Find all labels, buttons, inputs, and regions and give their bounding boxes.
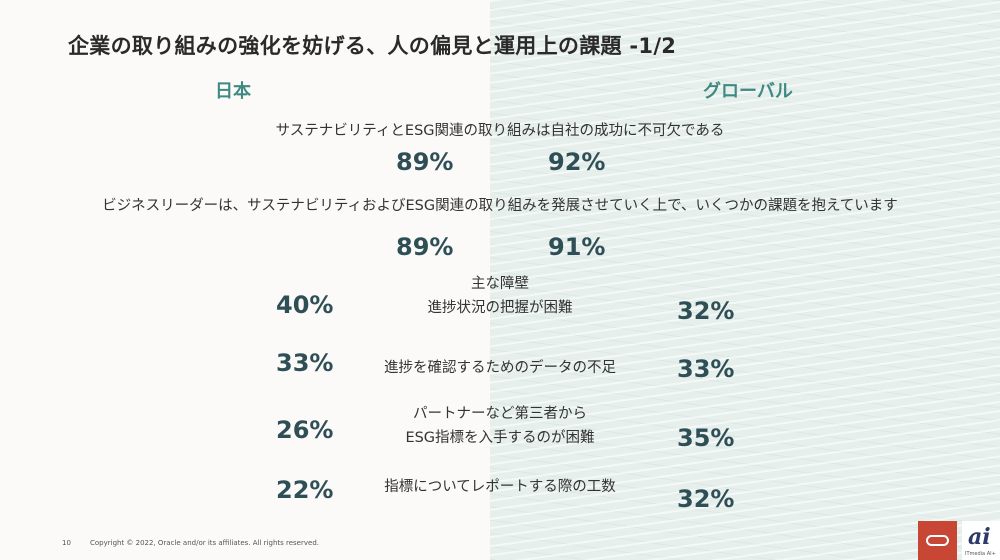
header-global: グローバル xyxy=(703,81,793,102)
ai-logo-mark: ai xyxy=(968,524,991,550)
statement-1-global-percent: 92% xyxy=(548,148,606,176)
copyright-text: Copyright © 2022, Oracle and/or its affi… xyxy=(90,539,319,547)
statement-2-global-percent: 91% xyxy=(548,233,606,261)
global-panel-background xyxy=(490,0,1000,560)
itmedia-ai-logo: ai ITmedia AI+ xyxy=(962,521,1000,560)
statement-2-text: ビジネスリーダーは、サステナビリティおよびESG関連の取り組みを発展させていく上… xyxy=(102,198,898,214)
oracle-ring-icon xyxy=(926,535,949,546)
challenge-2-global-percent: 33% xyxy=(677,355,735,383)
challenge-2-label: 進捗を確認するためのデータの不足 xyxy=(350,356,650,380)
statement-1-japan-percent: 89% xyxy=(396,148,454,176)
challenge-3-line-2: ESG指標を入手するのが困難 xyxy=(405,430,595,446)
challenge-4-japan-percent: 22% xyxy=(276,476,334,504)
challenge-1-japan-percent: 40% xyxy=(276,291,334,319)
challenge-3-line-1: パートナーなど第三者から xyxy=(413,406,587,422)
ai-logo-subtext: ITmedia AI+ xyxy=(965,551,996,557)
header-japan: 日本 xyxy=(215,81,251,102)
challenge-3-global-percent: 35% xyxy=(677,424,735,452)
challenge-3-japan-percent: 26% xyxy=(276,416,334,444)
challenges-heading: 主な障壁 xyxy=(471,276,529,292)
challenge-4-line-1: 指標についてレポートする際の工数 xyxy=(384,479,616,495)
challenge-3-label: パートナーなど第三者から ESG指標を入手するのが困難 xyxy=(350,402,650,450)
challenge-1-label: 主な障壁 進捗状況の把握が困難 xyxy=(350,272,650,320)
challenge-4-global-percent: 32% xyxy=(677,485,735,513)
challenge-2-line-1: 進捗を確認するためのデータの不足 xyxy=(384,360,616,376)
challenge-1-global-percent: 32% xyxy=(677,297,735,325)
challenge-2-japan-percent: 33% xyxy=(276,349,334,377)
slide-title: 企業の取り組みの強化を妨げる、人の偏見と運用上の課題 -1/2 xyxy=(68,34,677,58)
challenge-1-line-1: 進捗状況の把握が困難 xyxy=(427,300,573,316)
statement-2-japan-percent: 89% xyxy=(396,233,454,261)
oracle-logo xyxy=(918,521,957,560)
challenge-4-label: 指標についてレポートする際の工数 xyxy=(350,475,650,499)
statement-1-text: サステナビリティとESG関連の取り組みは自社の成功に不可欠である xyxy=(275,123,725,139)
page-number: 10 xyxy=(62,539,71,547)
